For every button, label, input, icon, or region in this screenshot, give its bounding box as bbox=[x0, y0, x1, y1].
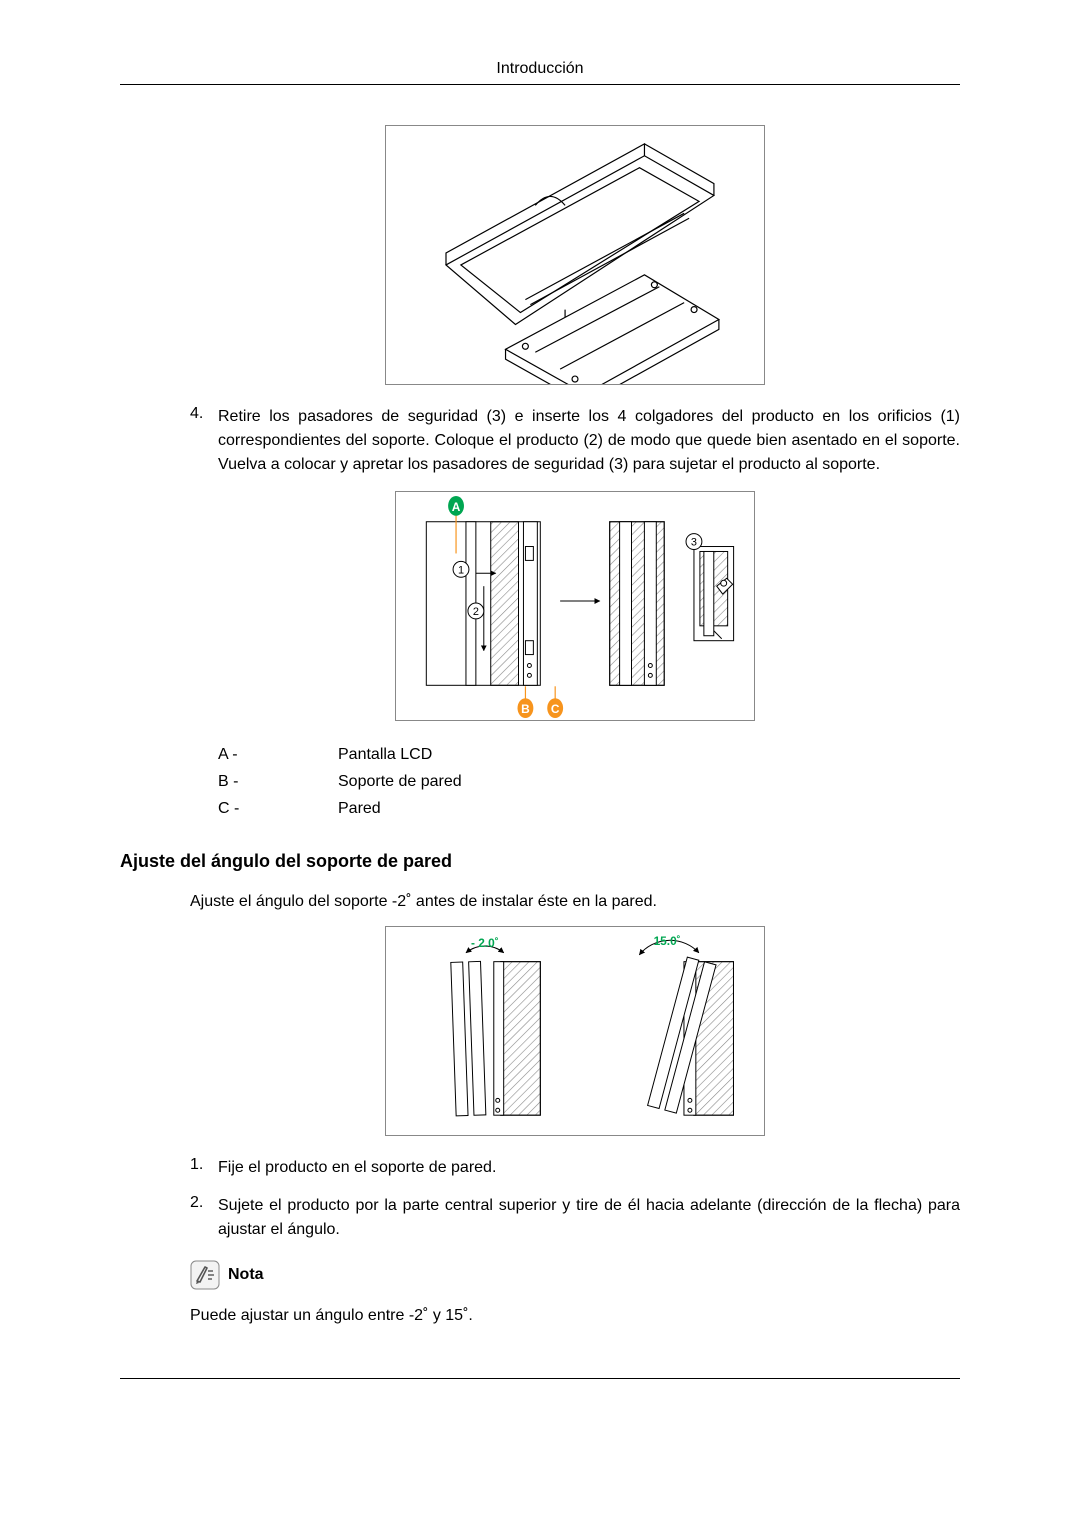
note-label: Nota bbox=[228, 1266, 264, 1284]
legend-key-B: B - bbox=[218, 768, 338, 795]
section-heading: Ajuste del ángulo del soporte de pared bbox=[120, 851, 960, 872]
footer-rule bbox=[120, 1378, 960, 1379]
svg-text:1: 1 bbox=[458, 564, 464, 576]
section-body: Ajuste el ángulo del soporte -2˚ antes d… bbox=[190, 890, 960, 1328]
label-A: A bbox=[452, 500, 461, 514]
legend: A - Pantalla LCD B - Soporte de pared C … bbox=[190, 741, 960, 823]
step-4-text: Retire los pasadores de seguridad (3) e … bbox=[218, 405, 960, 477]
callout-A: A bbox=[448, 496, 464, 553]
svg-text:B: B bbox=[521, 702, 530, 716]
legend-key-A: A - bbox=[218, 741, 338, 768]
legend-row-A: A - Pantalla LCD bbox=[218, 741, 960, 768]
note-text: Puede ajustar un ángulo entre -2˚ y 15˚. bbox=[190, 1304, 960, 1328]
figure-3: - 2.0˚ 15.0˚ bbox=[385, 926, 765, 1136]
svg-text:C: C bbox=[551, 702, 560, 716]
step-2-text: Sujete el producto por la parte central … bbox=[218, 1194, 960, 1242]
section-intro: Ajuste el ángulo del soporte -2˚ antes d… bbox=[190, 890, 960, 914]
legend-row-B: B - Soporte de pared bbox=[218, 768, 960, 795]
callout-C: C bbox=[547, 686, 563, 718]
angle-left: - 2.0˚ bbox=[471, 935, 499, 949]
angle-right: 15.0˚ bbox=[654, 933, 681, 947]
step-1-text: Fije el producto en el soporte de pared. bbox=[218, 1156, 496, 1180]
callout-3: 3 bbox=[686, 534, 702, 550]
step-2: 2. Sujete el producto por la parte centr… bbox=[190, 1194, 960, 1242]
step-1: 1. Fije el producto en el soporte de par… bbox=[190, 1156, 960, 1180]
note-row: Nota bbox=[190, 1260, 960, 1290]
legend-key-C: C - bbox=[218, 795, 338, 822]
step-4: 4. Retire los pasadores de seguridad (3)… bbox=[190, 405, 960, 477]
figure-1 bbox=[385, 125, 765, 385]
figure-2-wrap: A 1 2 3 B bbox=[190, 491, 960, 721]
callout-B: B bbox=[518, 686, 534, 718]
figure-2: A 1 2 3 B bbox=[395, 491, 755, 721]
legend-val-B: Soporte de pared bbox=[338, 768, 462, 795]
page-header: Introducción bbox=[120, 60, 960, 85]
legend-val-A: Pantalla LCD bbox=[338, 741, 432, 768]
step-4-number: 4. bbox=[190, 405, 218, 477]
header-title: Introducción bbox=[496, 60, 583, 77]
figure-1-wrap bbox=[190, 125, 960, 385]
svg-text:2: 2 bbox=[473, 606, 479, 618]
svg-text:3: 3 bbox=[691, 537, 697, 549]
step-1-number: 1. bbox=[190, 1156, 218, 1180]
legend-val-C: Pared bbox=[338, 795, 381, 822]
note-icon bbox=[190, 1260, 220, 1290]
step-2-number: 2. bbox=[190, 1194, 218, 1242]
page: Introducción bbox=[0, 0, 1080, 1527]
callout-1: 1 bbox=[453, 561, 469, 577]
callout-2: 2 bbox=[468, 603, 484, 619]
legend-row-C: C - Pared bbox=[218, 795, 960, 822]
